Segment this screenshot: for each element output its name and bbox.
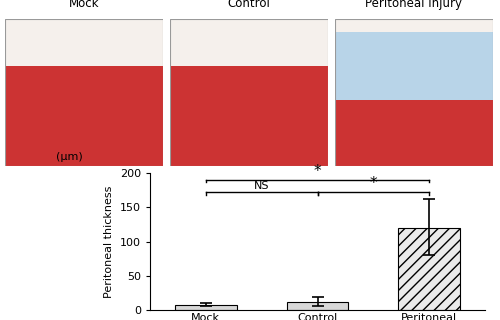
Text: Peritoneal injury: Peritoneal injury	[365, 0, 462, 10]
Bar	[5, 66, 162, 166]
Text: (μm): (μm)	[56, 152, 83, 162]
Text: NS: NS	[254, 181, 270, 191]
Bar	[398, 228, 460, 310]
Bar	[170, 66, 328, 166]
Bar	[170, 19, 328, 66]
Text: *: *	[314, 164, 322, 179]
Bar	[335, 100, 492, 166]
Bar	[175, 305, 236, 310]
Text: Mock: Mock	[68, 0, 99, 10]
Text: *: *	[370, 176, 377, 191]
Bar	[5, 19, 162, 66]
Y-axis label: Peritoneal thickness: Peritoneal thickness	[104, 185, 115, 298]
Text: Control: Control	[228, 0, 270, 10]
Bar	[335, 19, 492, 66]
Bar	[287, 302, 348, 310]
Bar	[335, 32, 492, 100]
